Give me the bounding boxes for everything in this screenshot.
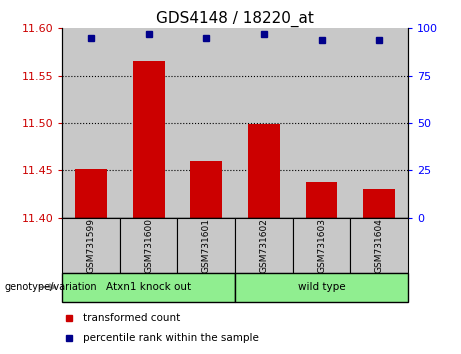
Text: GSM731603: GSM731603 — [317, 218, 326, 273]
Bar — [235, 218, 293, 273]
Bar — [350, 218, 408, 273]
Bar — [62, 28, 120, 218]
Bar — [62, 218, 120, 273]
Bar — [75, 170, 107, 218]
Bar — [235, 273, 408, 302]
Bar — [293, 28, 350, 218]
Text: GSM731600: GSM731600 — [144, 218, 153, 273]
Bar — [177, 218, 235, 273]
Text: GSM731601: GSM731601 — [202, 218, 211, 273]
Title: GDS4148 / 18220_at: GDS4148 / 18220_at — [156, 11, 314, 27]
Bar — [177, 28, 235, 218]
Text: percentile rank within the sample: percentile rank within the sample — [83, 333, 259, 343]
Bar — [120, 218, 177, 273]
Text: Atxn1 knock out: Atxn1 knock out — [106, 282, 191, 292]
Bar — [306, 182, 337, 218]
Bar — [248, 124, 280, 218]
Bar — [235, 28, 293, 218]
Bar — [62, 273, 235, 302]
Text: GSM731604: GSM731604 — [375, 218, 384, 273]
Bar — [133, 62, 165, 218]
Text: GSM731602: GSM731602 — [260, 218, 268, 273]
Bar — [350, 28, 408, 218]
Text: genotype/variation: genotype/variation — [5, 282, 97, 292]
Text: GSM731599: GSM731599 — [87, 218, 95, 273]
Bar — [190, 161, 222, 218]
Text: wild type: wild type — [298, 282, 345, 292]
Bar — [120, 28, 177, 218]
Bar — [363, 189, 395, 218]
Bar — [293, 218, 350, 273]
Text: transformed count: transformed count — [83, 313, 180, 323]
